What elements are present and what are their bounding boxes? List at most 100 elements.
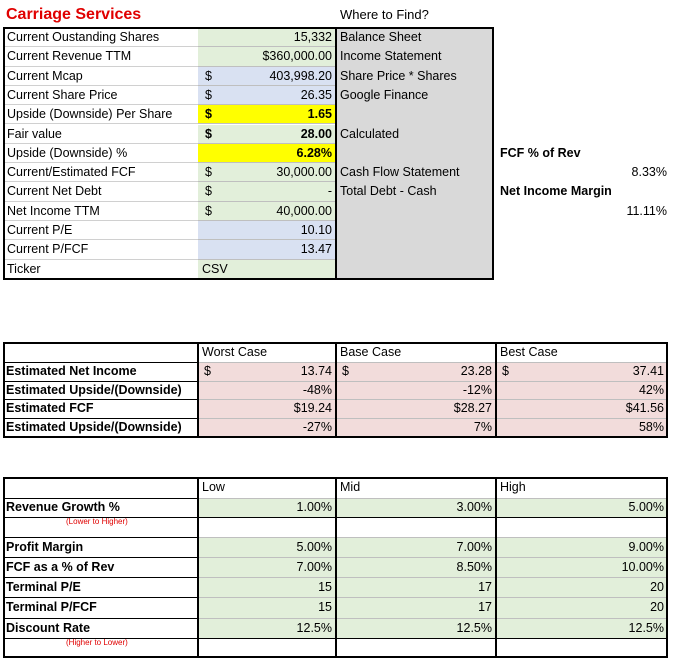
label-cell <box>3 597 198 617</box>
column-divider <box>495 477 497 658</box>
column-divider <box>197 342 199 438</box>
source-text: Balance Sheet <box>340 30 422 44</box>
input-value: CSV <box>202 261 228 276</box>
scenario-value: $41.56 <box>625 401 664 416</box>
sheet-title: Carriage Services <box>6 6 142 23</box>
assumption-cell <box>336 497 496 517</box>
value-cell <box>198 163 336 183</box>
metric-label: FCF % of Rev <box>500 145 581 160</box>
value-cell <box>198 28 336 48</box>
input-table-border <box>3 27 494 280</box>
input-label: Current P/FCF <box>7 242 89 257</box>
input-label: Upside (Downside) Per Share <box>7 107 173 122</box>
label-cell <box>3 125 198 144</box>
value-cell <box>198 240 336 260</box>
assumption-cell <box>496 597 668 618</box>
source-text: Share Price * Shares <box>340 68 457 83</box>
scenario-value: -12% <box>462 382 492 397</box>
scenario-cell <box>496 380 668 400</box>
label-cell <box>3 28 198 48</box>
scenario-cell <box>496 399 668 419</box>
label-cell <box>3 536 198 557</box>
label-cell <box>3 67 198 86</box>
row-label: Estimated FCF <box>6 401 94 416</box>
scenario-value: 58% <box>638 420 664 435</box>
assumption-cell <box>336 597 496 618</box>
currency-symbol: $ <box>205 126 212 141</box>
label-cell <box>3 361 198 381</box>
scenario-cell <box>198 361 336 381</box>
assumption-value: 17 <box>478 580 492 595</box>
input-value: 13.47 <box>300 242 332 257</box>
column-divider <box>197 477 199 658</box>
input-label: Upside (Downside) % <box>7 145 128 160</box>
assumption-value: 8.50% <box>456 559 492 574</box>
assumption-value: 20 <box>650 600 664 615</box>
source-text: Google Finance <box>340 87 429 102</box>
row-label: Profit Margin <box>6 539 84 554</box>
assumption-value: 15 <box>318 600 332 615</box>
assumption-cell <box>336 556 496 578</box>
row-note: (Higher to Lower) <box>66 638 128 647</box>
label-cell <box>3 497 198 518</box>
label-cell <box>3 399 198 418</box>
row-label: Estimated Upside/(Downside) <box>6 420 182 435</box>
label-cell <box>3 221 198 241</box>
assumption-cell <box>336 577 496 598</box>
scenario-cell <box>336 418 496 437</box>
assumption-value: 7.00% <box>456 539 492 554</box>
assumption-value: 12.5% <box>296 620 332 635</box>
currency-symbol: $ <box>502 363 509 378</box>
column-header: Low <box>202 480 225 494</box>
assumption-value: 12.5% <box>628 620 664 635</box>
column-header: Base Case <box>340 345 402 359</box>
label-cell <box>3 380 198 400</box>
input-label: Current Mcap <box>7 68 83 83</box>
label-cell <box>3 47 198 67</box>
currency-symbol: $ <box>205 203 212 218</box>
assumption-value: 10.00% <box>621 559 664 574</box>
scenario-cell <box>198 418 336 437</box>
currency-symbol: $ <box>205 87 212 102</box>
input-label: Net Income TTM <box>7 203 100 218</box>
assumption-cell <box>496 497 668 517</box>
source-text: Calculated <box>340 126 400 141</box>
assumption-cell <box>198 597 336 618</box>
scenario-value: 13.74 <box>300 363 332 378</box>
metric-value: 11.11% <box>626 203 667 218</box>
scenario-value: $28.27 <box>453 401 492 416</box>
metric-value: 8.33% <box>631 165 667 180</box>
assumption-cell <box>336 617 496 638</box>
scenario-value: 7% <box>473 420 492 435</box>
input-label: Current Oustanding Shares <box>7 30 160 44</box>
label-cell <box>3 556 198 577</box>
label-cell <box>3 202 198 221</box>
column-divider <box>495 342 497 438</box>
input-divider <box>335 27 337 280</box>
scenario-value: -48% <box>302 382 332 397</box>
input-value: 26.35 <box>300 87 332 102</box>
label-cell <box>3 577 198 597</box>
input-value: 403,998.20 <box>269 68 332 83</box>
source-text: Cash Flow Statement <box>340 165 460 180</box>
assumption-cell <box>198 617 336 638</box>
input-label: Current Revenue TTM <box>7 49 132 64</box>
column-header: Mid <box>340 480 361 494</box>
assumption-cell <box>198 577 336 598</box>
scenario-value: 23.28 <box>460 363 492 378</box>
row-label: Terminal P/E <box>6 580 81 595</box>
currency-symbol: $ <box>205 107 212 122</box>
assumption-value: 20 <box>650 580 664 595</box>
input-value: 1.65 <box>307 107 332 122</box>
label-cell <box>3 418 198 437</box>
input-value: - <box>327 184 332 199</box>
column-header: Best Case <box>500 345 558 359</box>
source-text: Total Debt - Cash <box>340 184 437 199</box>
value-cell <box>198 221 336 241</box>
scenario-value: 37.41 <box>632 363 664 378</box>
scenario-cell <box>336 399 496 419</box>
row-label: Discount Rate <box>6 620 91 635</box>
value-cell <box>198 143 336 164</box>
currency-symbol: $ <box>205 165 212 180</box>
source-column-bg <box>336 27 494 280</box>
